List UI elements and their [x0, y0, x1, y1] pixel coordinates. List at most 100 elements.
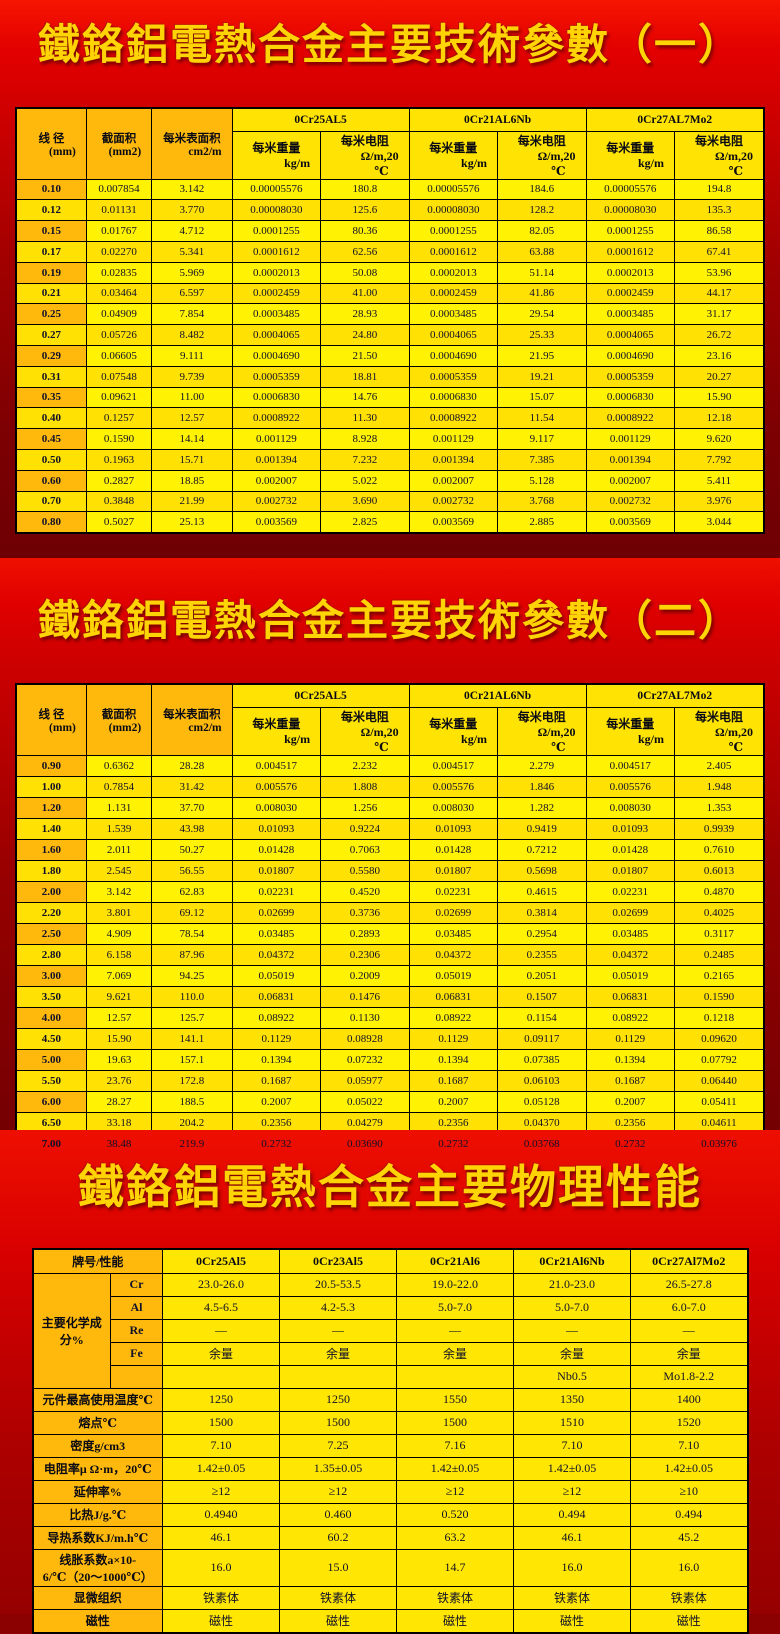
table-cell: 0.08922: [585, 1006, 675, 1029]
table-cell: 1550: [396, 1387, 514, 1412]
table-cell: 0.008030: [231, 796, 322, 819]
table-cell: 6.00: [15, 1090, 87, 1113]
table-cell: 0.05128: [497, 1090, 587, 1113]
table-cell: 0.01131: [85, 199, 153, 222]
table-cell: 0.00008030: [231, 199, 322, 222]
table-cell: 0.40: [15, 407, 87, 430]
table-cell: 25.33: [497, 324, 587, 346]
table-cell: 7.232: [320, 448, 410, 471]
table-cell: 0.00005576: [408, 178, 499, 201]
table-cell: 0.07385: [497, 1048, 587, 1071]
table-header-row: 牌号/性能 0Cr25Al5 0Cr23Al5 0Cr21Al6 0Cr21Al…: [32, 1248, 748, 1274]
table-cell: 0.2051: [497, 964, 587, 987]
table-cell: 0.004517: [585, 754, 675, 777]
table-cell: 0.00005576: [231, 178, 322, 201]
table-cell: 0.06440: [673, 1069, 765, 1092]
table-cell: 1.40: [15, 817, 87, 840]
table-cell: 0.6362: [85, 754, 153, 777]
table-cell: 0.10: [15, 178, 87, 201]
table-cell: 0.05022: [320, 1090, 410, 1113]
table-cell: 0.6013: [673, 859, 765, 882]
table-cell: 41.86: [497, 282, 587, 305]
table-cell: 0.0002013: [408, 261, 499, 284]
table-subheader-row: 每米重量 kg/m 每米电阻 Ω/m,20 ℃ 每米重量 kg/m 每米电阻 Ω…: [16, 706, 765, 756]
header-alloy-0cr27al7mo2: 0Cr27AL7Mo2: [585, 107, 765, 132]
table-cell: 0.0008922: [408, 407, 499, 430]
table-row: Fe 余量 余量 余量 余量 余量: [33, 1341, 748, 1366]
table-cell: 0.02231: [231, 880, 322, 903]
table-cell: 1.256: [320, 796, 410, 819]
property-label: 显微组织: [32, 1585, 163, 1610]
table-cell: 16.0: [513, 1548, 631, 1587]
table-cell: 0.3814: [497, 901, 587, 924]
table-cell: 0.02231: [408, 880, 499, 903]
table-cell: 0.1590: [85, 428, 153, 450]
table-cell: 1.42±0.05: [513, 1456, 631, 1481]
table-cell: 0.1154: [497, 1006, 587, 1029]
table-cell: —: [162, 1318, 280, 1343]
table-cell: 0.07232: [320, 1048, 410, 1071]
table-cell: 0.08922: [231, 1006, 322, 1029]
table-cell: 0.001129: [408, 428, 499, 450]
table-cell: 0.09117: [497, 1027, 587, 1050]
table-row: 0.19 0.02835 5.969 0.0002013 50.08 0.0002013 5…: [15, 261, 765, 284]
table-cell: 125.6: [320, 199, 410, 222]
table-cell: 1.00: [15, 775, 87, 798]
table-cell: 0.5580: [320, 859, 410, 882]
table-cell: 0.007854: [85, 178, 153, 201]
table-row: 0.31 0.07548 9.739 0.0005359 18.81 0.0005359 1…: [15, 365, 765, 388]
table-cell: 0.25: [15, 303, 87, 326]
table-cell: 0.0004065: [585, 324, 675, 346]
header-alloy-col: 0Cr23Al5: [279, 1248, 397, 1274]
header-alloy-0cr25al5: 0Cr25AL5: [231, 107, 410, 132]
table-cell: 0.01807: [231, 859, 322, 882]
table-cell: 1.539: [85, 817, 153, 840]
table-cell: 26.5-27.8: [630, 1272, 748, 1297]
property-label: 电阻率μ Ω·m，20℃: [32, 1456, 163, 1481]
table-row: 主要化学成分% Cr 23.0-26.0 20.5-53.5 19.0-22.0 21.0…: [32, 1272, 748, 1389]
table-cell: 0.008030: [585, 796, 675, 819]
table-cell: 0.2355: [497, 943, 587, 966]
table-cell: 0.003569: [408, 511, 499, 534]
table-cell: 1.353: [673, 796, 765, 819]
table-cell: 0.03485: [585, 922, 675, 945]
table-cell: 0.2356: [408, 1111, 499, 1134]
table-cell: 磁性: [162, 1608, 280, 1634]
table-cell: 44.17: [673, 282, 765, 305]
section-params-1: 鐵鉻鋁電熱合金主要技術參數（一） 线 径 (mm) 截面积 (mm2) 每米表面…: [0, 0, 780, 558]
table-cell: 0.520: [396, 1502, 514, 1527]
table-cell: 1500: [162, 1410, 280, 1435]
physical-properties-table: 牌号/性能 0Cr25Al5 0Cr23Al5 0Cr21Al6 0Cr21Al…: [31, 1247, 749, 1634]
title-physical-properties: 鐵鉻鋁電熱合金主要物理性能: [78, 1160, 702, 1214]
table-cell: 0.05019: [585, 964, 675, 987]
table-cell: 铁素体: [396, 1585, 514, 1610]
table-cell: 铁素体: [279, 1585, 397, 1610]
table-cell: 2.50: [15, 922, 87, 945]
table-cell: 余量: [513, 1341, 631, 1366]
table-cell: —: [630, 1318, 748, 1343]
table-cell: 铁素体: [513, 1585, 631, 1610]
table-cell: 0.005576: [408, 775, 499, 798]
header-resistance-per-meter: 每米电阻 Ω/m,20 ℃: [497, 130, 587, 180]
element-symbol: [110, 1364, 163, 1389]
table-cell: 0.0008922: [585, 407, 675, 430]
table-row: 2.50 4.909 78.54 0.03485 0.2893 0.03485 0.2954…: [15, 922, 765, 945]
table-cell: 0.4520: [320, 880, 410, 903]
table-row: 0.17 0.02270 5.341 0.0001612 62.56 0.0001612 6…: [15, 240, 765, 263]
table-cell: 0.0002459: [585, 282, 675, 305]
table-cell: 0.002732: [408, 490, 499, 513]
table-cell: 41.00: [320, 282, 410, 305]
table-row: 0.70 0.3848 21.99 0.002732 3.690 0.002732 3.76…: [15, 490, 765, 513]
table-cell: 80.36: [320, 220, 410, 242]
table-cell: 0.27: [15, 324, 87, 346]
table-row: 3.00 7.069 94.25 0.05019 0.2009 0.05019 0.2051…: [15, 964, 765, 987]
table-cell: 14.14: [151, 428, 233, 450]
table-cell: 7.10: [162, 1433, 280, 1458]
header-grade-property: 牌号/性能: [32, 1248, 163, 1274]
table-cell: 12.57: [151, 407, 233, 430]
table-cell: 0.494: [513, 1502, 631, 1527]
table-cell: 0.19: [15, 261, 87, 284]
table-cell: 1.80: [15, 859, 87, 882]
table-cell: 0.9939: [673, 817, 765, 840]
table-cell: 51.14: [497, 261, 587, 284]
